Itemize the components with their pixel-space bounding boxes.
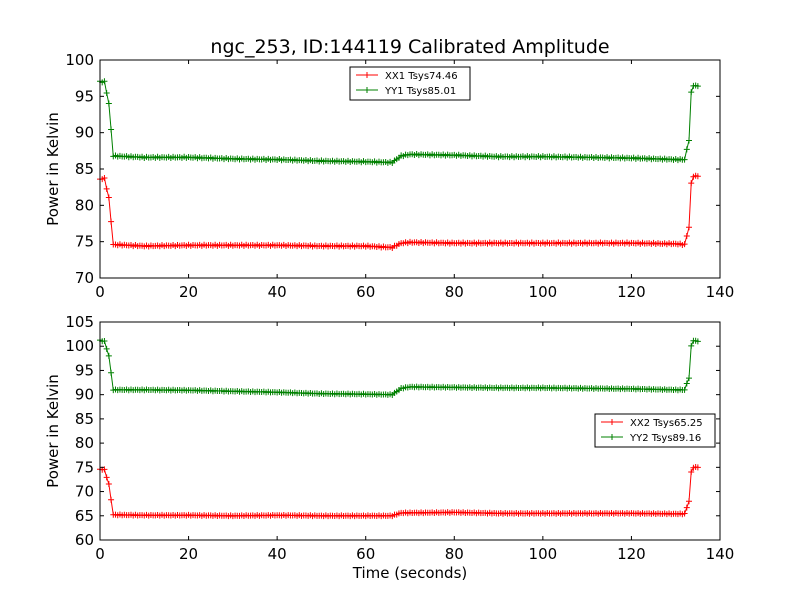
data-point-marker [103,345,110,352]
data-point-marker [108,369,115,376]
legend-label: XX1 Tsys74.46 [385,71,458,82]
data-point-marker [105,194,112,201]
y-tick-label: 90 [75,124,94,142]
y-tick-label: 85 [75,410,94,428]
series-xx2 [97,463,701,520]
legend-box [594,413,716,448]
data-point-marker [683,504,690,511]
data-point-marker [694,464,701,471]
x-tick-label: 20 [179,545,198,563]
y-tick-label: 75 [75,233,94,251]
data-point-marker [683,380,690,387]
x-tick-label: 100 [529,545,558,563]
data-point-marker [694,338,701,345]
y-tick-label: 85 [75,160,94,178]
data-point-marker [688,468,695,475]
data-point-marker [103,474,110,481]
legend-marker [609,434,615,440]
y-tick-label: 95 [75,361,94,379]
legend-marker [364,72,370,78]
y-tick-label: 90 [75,386,94,404]
y-tick-label: 100 [65,51,94,69]
x-axis-label: Time (seconds) [352,564,468,582]
legend-marker [609,419,615,425]
y-tick-label: 75 [75,458,94,476]
data-point-marker [688,180,695,187]
data-point-marker [686,375,692,382]
data-point-marker [683,233,690,240]
data-point-marker [108,496,115,503]
data-point-marker [108,126,115,133]
data-point-marker [101,78,108,85]
data-point-marker [101,174,108,181]
upper-panel: 0 20 40 60 80 100 120 140 70 75 80 85 90 95 100 Power i… [44,51,734,301]
legend-label: YY2 Tsys89.16 [629,433,701,444]
y-axis-label: Power in Kelvin [44,374,62,488]
data-point-marker [686,224,692,231]
y-tick-label: 60 [75,531,94,549]
x-tick-label: 80 [445,283,464,301]
legend: XX2 Tsys65.25 YY2 Tsys89.16 [594,413,716,448]
data-point-marker [686,498,692,505]
x-tick-label: 40 [268,283,287,301]
data-point-marker [105,100,112,107]
axes-frame [99,321,721,541]
legend: XX1 Tsys74.46 YY1 Tsys85.01 [349,66,471,101]
y-tick-label: 70 [75,269,94,287]
data-point-marker [681,156,688,163]
y-axis-label: Power in Kelvin [44,112,62,226]
x-tick-label: 60 [356,545,375,563]
x-tick-label: 80 [445,545,464,563]
legend-box [349,66,471,101]
data-point-marker [103,90,110,97]
data-point-marker [681,510,688,517]
data-point-marker [688,89,695,96]
y-tick-label: 80 [75,196,94,214]
series-yy1 [97,78,701,166]
x-tick-label: 0 [95,545,105,563]
data-point-marker [105,480,112,487]
x-tick-label: 0 [95,283,105,301]
data-point-marker [681,241,688,248]
y-tick-label: 105 [65,313,94,331]
x-tick-label: 100 [529,283,558,301]
x-tick-label: 140 [706,283,735,301]
x-tick-label: 40 [268,545,287,563]
legend-label: YY1 Tsys85.01 [384,86,456,97]
data-point-marker [694,83,701,90]
lower-panel: 0 20 40 60 80 100 120 140 60 65 70 75 80 85 90 95 100 105… [44,313,734,582]
data-point-marker [105,352,112,359]
chart-panels: 0 20 40 60 80 100 120 140 70 75 80 85 90 95 100 Power i… [44,51,734,582]
data-point-marker [694,173,701,180]
y-tick-label: 95 [75,87,94,105]
data-point-marker [101,338,108,345]
series-yy2 [97,337,701,398]
x-tick-label: 140 [706,545,735,563]
y-tick-label: 100 [65,337,94,355]
x-tick-label: 20 [179,283,198,301]
data-point-marker [103,185,110,192]
series-xx1 [97,172,701,252]
y-tick-label: 65 [75,507,94,525]
data-point-marker [101,466,108,473]
x-tick-label: 60 [356,283,375,301]
data-point-marker [688,342,695,349]
data-point-marker [681,386,688,393]
x-tick-label: 120 [617,545,646,563]
y-tick-label: 70 [75,483,94,501]
legend-marker [364,87,370,93]
y-tick-label: 80 [75,434,94,452]
x-tick-label: 120 [617,283,646,301]
data-point-marker [683,146,690,153]
chart-title: ngc_253, ID:144119 Calibrated Amplitude [210,36,609,58]
data-point-marker [108,218,115,225]
data-point-marker [686,137,692,144]
legend-label: XX2 Tsys65.25 [630,418,703,429]
